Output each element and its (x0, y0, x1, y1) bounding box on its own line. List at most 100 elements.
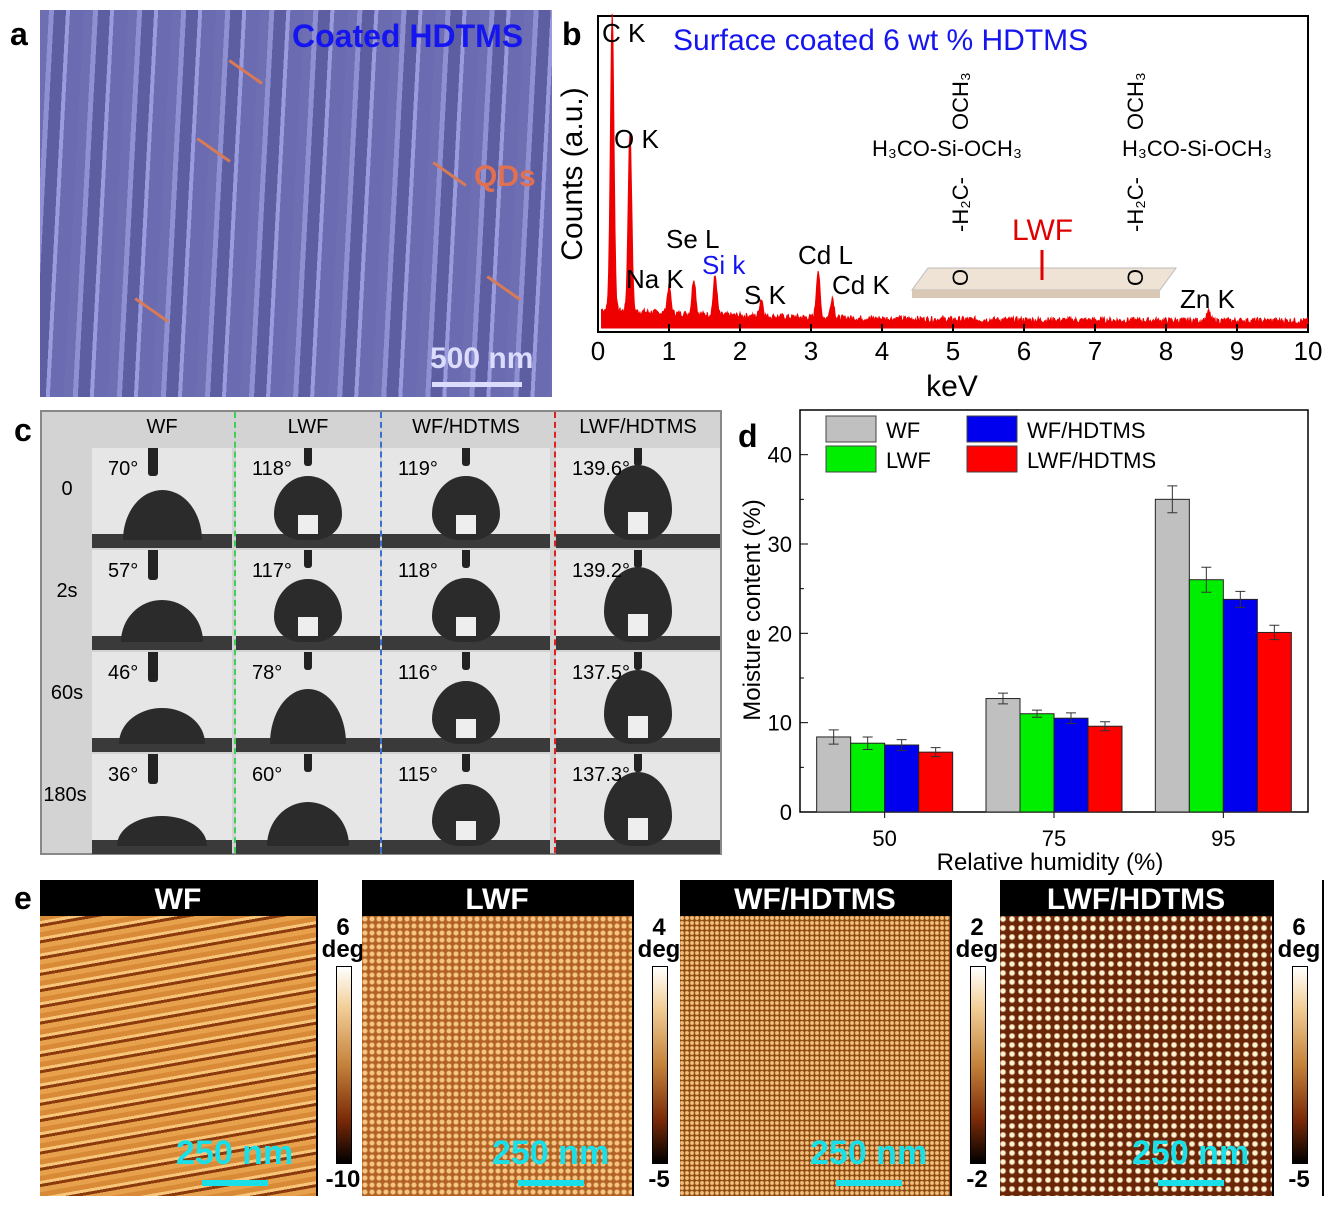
substrate-label: LWF (1012, 214, 1073, 247)
droplet (122, 490, 202, 540)
svg-text:-H₂C-: -H₂C- (1123, 177, 1148, 232)
error-bar (998, 692, 1008, 705)
afm-title: WF/HDTMS (734, 883, 896, 916)
contact-angle-image: 139.6° (556, 448, 720, 548)
error-bar (1100, 721, 1110, 732)
peak-label: Si k (702, 250, 746, 280)
afm-title: LWF/HDTMS (1046, 883, 1226, 916)
y-tick-label: 0 (780, 800, 792, 825)
x-tick-label: 10 (1294, 336, 1323, 366)
colorbar-min: -10 (325, 1166, 361, 1193)
x-tick-label: 9 (1230, 336, 1244, 366)
colorbar-gradient (1292, 966, 1308, 1164)
contact-angle-value: 116° (398, 662, 438, 684)
column-header: LWF/HDTMS (579, 416, 697, 438)
eds-spectrum-chart: 0 1 2 3 4 5 6 7 8 9 10 C K O K Na K Se LSi kS K Cd LCd … (556, 13, 1323, 403)
peak-label: Cd K (832, 270, 890, 300)
bar (1019, 713, 1055, 813)
colorbar-unit: deg (637, 936, 681, 963)
droplet (604, 567, 672, 642)
y-axis-label: Moisture content (%) (739, 499, 766, 720)
row-label: 180s (43, 784, 87, 806)
x-tick-label: 2 (733, 336, 747, 366)
bar (1053, 717, 1089, 813)
scale-bar-label: 250 nm (1132, 1134, 1250, 1172)
contact-angle-image: 115° (382, 754, 550, 854)
contact-angle-image: 139.2° (556, 550, 720, 650)
contact-angle-grid: WF LWF WF/HDTMS LWF/HDTMS 0 2s 60s 180s 70° 118° 1… (40, 410, 722, 855)
contact-angle-value: 115° (398, 764, 438, 786)
arrow-icon (432, 161, 467, 187)
scale-bar (432, 382, 522, 387)
colorbar-unit: deg (1277, 936, 1321, 963)
contact-angle-value: 78° (252, 662, 283, 684)
scale-bar-label: 250 nm (176, 1134, 294, 1172)
svg-text:OCH₃: OCH₃ (1123, 72, 1148, 130)
bar (1154, 498, 1190, 813)
droplet (118, 708, 206, 744)
x-tick-label: 4 (875, 336, 889, 366)
contact-angle-image: 137.5° (556, 652, 720, 752)
afm-title: LWF (465, 883, 529, 916)
scale-bar (1158, 1180, 1224, 1186)
needle-icon (634, 550, 642, 568)
colorbar-unit: deg (955, 936, 999, 963)
arrow-icon (196, 137, 231, 163)
scale-bar-label: 500 nm (430, 342, 534, 375)
droplet (432, 681, 500, 744)
contact-angle-value: 137.5° (572, 662, 631, 684)
contact-angle-image: 118° (382, 550, 550, 650)
error-bar (1032, 709, 1042, 718)
droplet (274, 476, 342, 540)
colorbar-max: 2 (970, 914, 984, 941)
row-label: 60s (50, 682, 84, 704)
peak-label: C K (602, 18, 646, 48)
contact-angle-value: 60° (252, 764, 283, 786)
y-tick-label: 20 (768, 621, 792, 646)
afm-phase-image (680, 916, 950, 1196)
droplet (117, 816, 207, 846)
bar (985, 698, 1021, 813)
scale-bar (518, 1180, 584, 1186)
needle-icon (304, 652, 312, 670)
contact-angle-image: 78° (236, 652, 380, 752)
needle-icon (634, 652, 642, 670)
x-tick-label: 75 (1042, 826, 1066, 851)
y-tick-label: 40 (768, 443, 792, 468)
y-axis-label: Counts (a.u.) (556, 87, 589, 260)
colorbar-max: 6 (336, 914, 350, 941)
contact-angle-value: 139.2° (572, 560, 631, 582)
contact-angle-image: 70° (92, 448, 232, 548)
error-bar (896, 739, 907, 751)
bar (1256, 631, 1292, 813)
contact-angle-value: 139.6° (572, 458, 631, 480)
legend-swatch (966, 445, 1018, 473)
column-header: WF/HDTMS (412, 416, 520, 438)
row-label: 2s (56, 580, 78, 602)
afm-panel: LWF/HDTMS 250 nm 6 deg -5 (1000, 880, 1324, 1196)
x-tick-label: 0 (591, 336, 605, 366)
arrow-icon (228, 59, 263, 85)
needle-icon (634, 754, 642, 772)
column-header: LWF (287, 416, 329, 438)
needle-icon (304, 448, 312, 466)
contact-angle-image: 36° (92, 754, 232, 854)
panel-label-d: d (738, 418, 758, 454)
needle-icon (304, 550, 312, 568)
column-divider (380, 412, 382, 853)
svg-text:OCH₃: OCH₃ (948, 72, 973, 130)
contact-angle-value: 57° (108, 560, 139, 582)
y-tick-label: 30 (768, 532, 792, 557)
peak-label: O K (614, 124, 659, 154)
legend-label: LWF (886, 448, 931, 473)
needle-icon (462, 754, 470, 772)
needle-icon (148, 754, 158, 784)
x-axis-label: keV (926, 370, 978, 403)
x-axis-label: Relative humidity (%) (937, 849, 1164, 876)
legend-label: WF/HDTMS (1027, 418, 1146, 443)
contact-angle-image: 137.3° (556, 754, 720, 854)
column-header: WF (146, 416, 178, 438)
bar (1222, 598, 1258, 813)
colorbar-max: 4 (652, 914, 666, 941)
bar (816, 736, 852, 813)
